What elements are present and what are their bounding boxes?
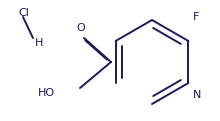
Text: N: N: [193, 90, 201, 100]
Text: O: O: [77, 23, 85, 33]
Text: Cl: Cl: [18, 8, 29, 18]
Text: HO: HO: [38, 88, 55, 98]
Text: H: H: [35, 38, 43, 48]
Text: F: F: [193, 12, 199, 22]
